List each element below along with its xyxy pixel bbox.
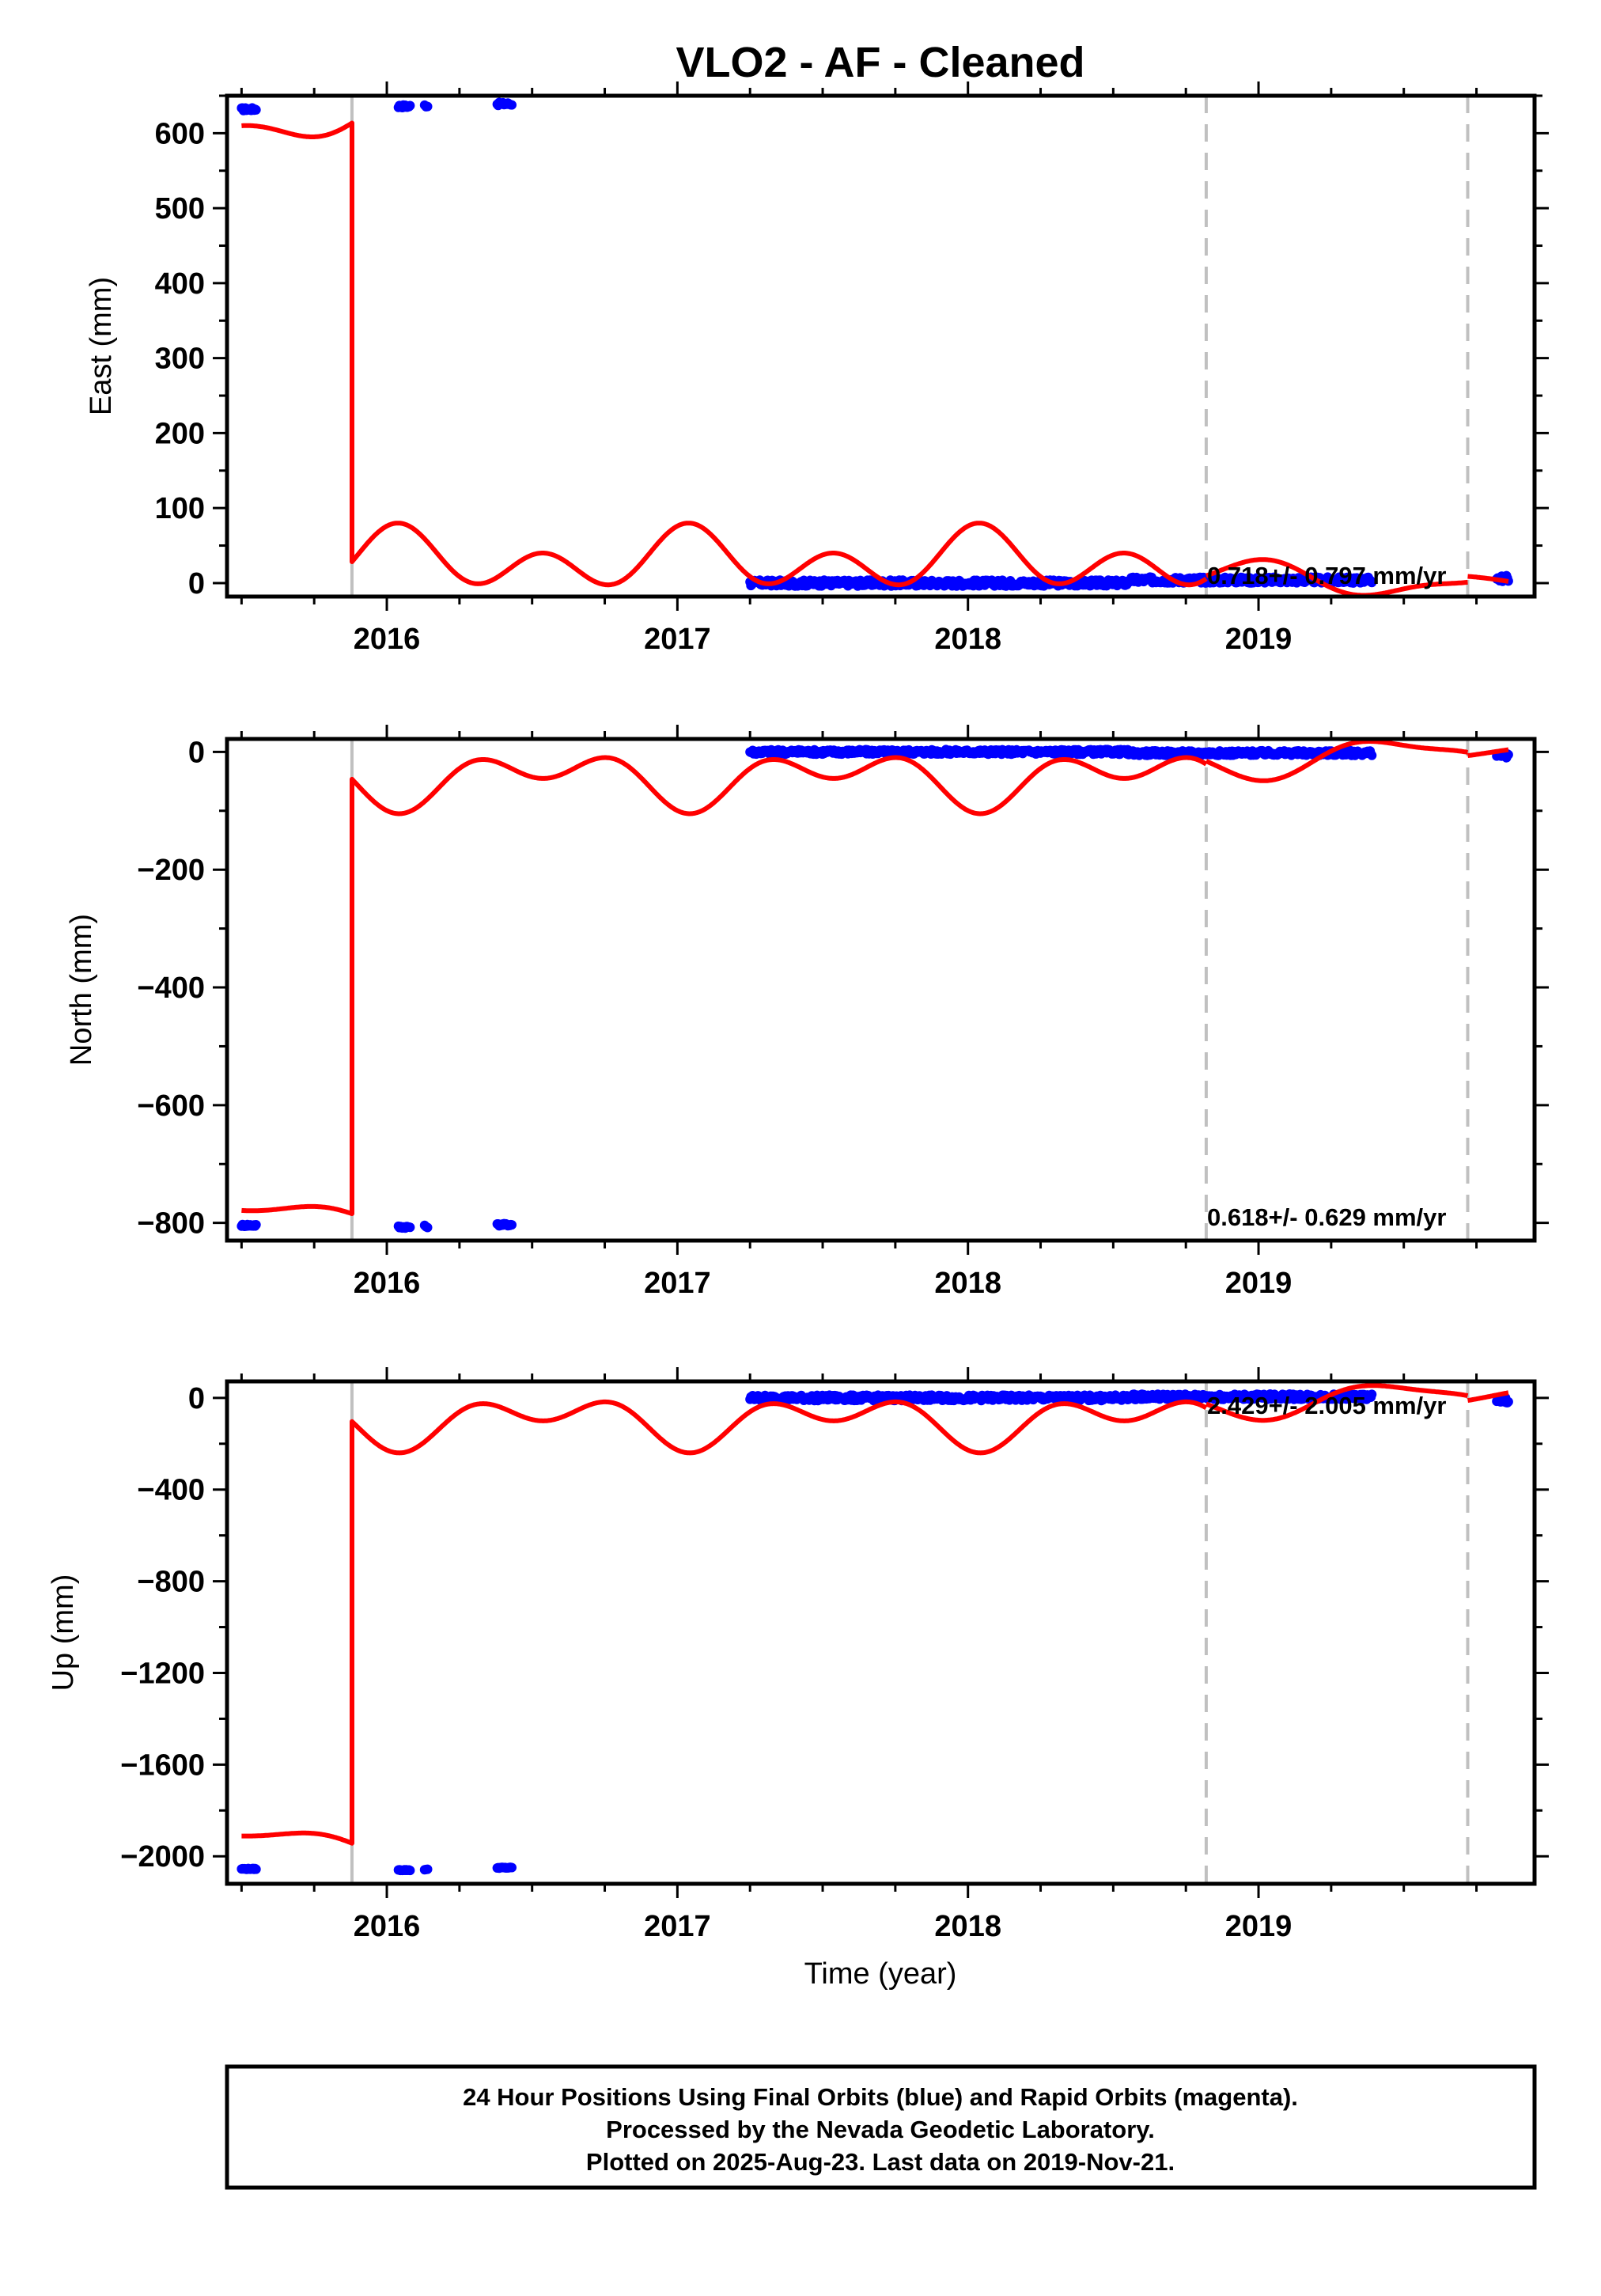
y-tick-label: −400 bbox=[137, 972, 205, 1005]
footer-box: 24 Hour Positions Using Final Orbits (bl… bbox=[225, 2064, 1537, 2190]
footer-line-3: Plotted on 2025-Aug-23. Last data on 201… bbox=[586, 2148, 1175, 2176]
x-tick-label: 2017 bbox=[644, 1267, 711, 1300]
y-tick-label: −1200 bbox=[120, 1657, 205, 1690]
plot-frame bbox=[225, 1379, 1537, 1886]
x-tick-label: 2018 bbox=[934, 1910, 1001, 1943]
north-panel: 2016 2017 2018 2019 0 −200 −400 −600 −800 North (… bbox=[65, 725, 1549, 1300]
x-tick-label: 2018 bbox=[934, 623, 1001, 656]
x-tick-label: 2019 bbox=[1225, 623, 1293, 656]
data-point bbox=[1367, 578, 1377, 588]
data-point bbox=[422, 101, 433, 112]
model-curve bbox=[240, 1383, 1510, 1846]
x-tick-label: 2016 bbox=[354, 1910, 421, 1943]
y-tick-label: 0 bbox=[188, 736, 205, 769]
y-tick-label: −1600 bbox=[120, 1749, 205, 1782]
plot-frame bbox=[225, 93, 1537, 599]
y-tick-label: 100 bbox=[155, 492, 205, 525]
y-axis-title: East (mm) bbox=[85, 277, 118, 415]
x-tick-label: 2019 bbox=[1225, 1267, 1293, 1300]
y-tick-label: 0 bbox=[188, 567, 205, 601]
data-point bbox=[507, 100, 517, 110]
y-tick-label: 300 bbox=[155, 343, 205, 376]
data-point bbox=[251, 1864, 261, 1874]
y-tick-label: 500 bbox=[155, 192, 205, 225]
y-tick-label: 200 bbox=[155, 417, 205, 450]
y-tick-label: −600 bbox=[137, 1089, 205, 1123]
chart-title: VLO2 - AF - Cleaned bbox=[676, 39, 1084, 86]
x-tick-label: 2019 bbox=[1225, 1910, 1293, 1943]
model-curve bbox=[240, 739, 1510, 1216]
x-tick-label: 2017 bbox=[644, 1910, 711, 1943]
velocity-annotation: 2.429+/- 2.005 mm/yr bbox=[1207, 1392, 1446, 1419]
footer-line-1: 24 Hour Positions Using Final Orbits (bl… bbox=[463, 2083, 1298, 2111]
x-tick-label: 2018 bbox=[934, 1267, 1001, 1300]
data-point bbox=[405, 1866, 415, 1876]
plot-area bbox=[237, 1381, 1513, 1884]
data-point bbox=[422, 1864, 433, 1874]
footer-frame bbox=[225, 2064, 1537, 2190]
x-tick-label: 2016 bbox=[354, 623, 421, 656]
data-point bbox=[251, 1220, 261, 1229]
x-tick-label: 2017 bbox=[644, 623, 711, 656]
data-point bbox=[251, 104, 261, 115]
east-panel: 2016 2017 2018 2019 0 100 200 300 400 500 600 East … bbox=[85, 81, 1549, 656]
up-panel: 2016 2017 2018 2019 0 −400 −800 −1200 −1600 −2000… bbox=[47, 1367, 1549, 1943]
data-point bbox=[422, 1222, 433, 1233]
data-point bbox=[507, 1862, 517, 1873]
velocity-annotation: 0.718+/- 0.797 mm/yr bbox=[1207, 562, 1446, 589]
data-point bbox=[507, 1220, 517, 1230]
x-tick-label: 2016 bbox=[354, 1267, 421, 1300]
y-tick-label: 0 bbox=[188, 1382, 205, 1415]
y-tick-label: 400 bbox=[155, 267, 205, 301]
data-point bbox=[1503, 1396, 1513, 1407]
y-axis-title: Up (mm) bbox=[47, 1574, 80, 1692]
y-tick-label: −800 bbox=[137, 1207, 205, 1241]
data-point bbox=[1367, 1389, 1377, 1400]
x-axis-title: Time (year) bbox=[804, 1957, 957, 1991]
y-tick-label: −200 bbox=[137, 854, 205, 887]
y-tick-label: −2000 bbox=[120, 1840, 205, 1874]
plot-frame bbox=[225, 737, 1537, 1243]
data-point bbox=[1367, 750, 1377, 760]
y-tick-label: 600 bbox=[155, 117, 205, 150]
plot-area bbox=[237, 96, 1513, 597]
velocity-annotation: 0.618+/- 0.629 mm/yr bbox=[1207, 1203, 1446, 1231]
data-point bbox=[405, 1222, 415, 1233]
y-axis-title: North (mm) bbox=[65, 914, 98, 1066]
footer-line-2: Processed by the Nevada Geodetic Laborat… bbox=[606, 2116, 1155, 2143]
model-curve bbox=[240, 120, 1510, 597]
y-tick-label: −800 bbox=[137, 1566, 205, 1599]
plot-area bbox=[237, 739, 1513, 1241]
y-tick-label: −400 bbox=[137, 1474, 205, 1507]
data-point bbox=[405, 100, 415, 111]
